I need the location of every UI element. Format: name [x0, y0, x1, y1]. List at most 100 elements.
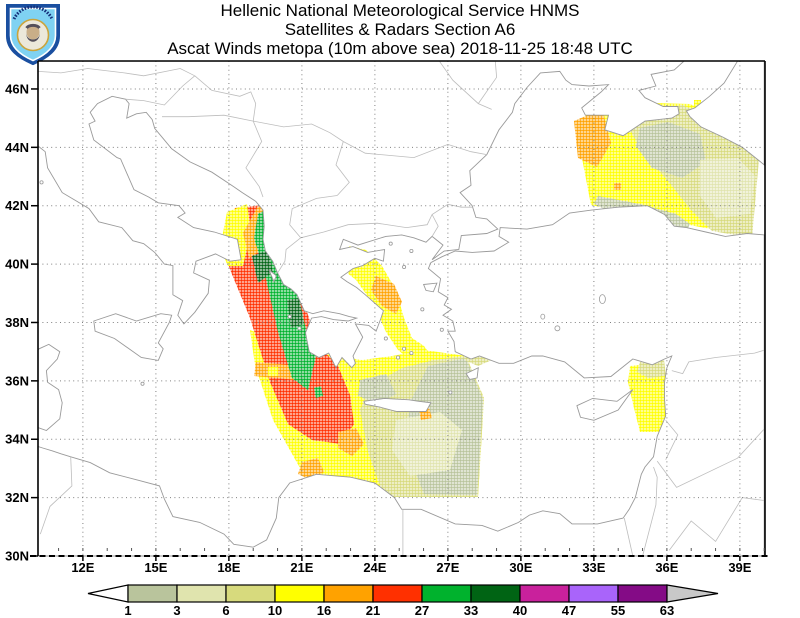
border-line-16	[656, 457, 738, 488]
lat-label-44N: 44N	[5, 140, 29, 155]
island-sicily	[93, 313, 173, 361]
swath-blacksea-sage	[636, 122, 706, 178]
island-speck-11	[448, 390, 453, 395]
swath-levant-khaki	[637, 360, 666, 378]
island-speck-5	[388, 241, 393, 246]
lat-label-38N: 38N	[5, 315, 29, 330]
island-crete	[363, 397, 432, 412]
colorbar-label-3: 3	[173, 603, 180, 618]
lakes	[540, 294, 606, 332]
border-line-20	[668, 497, 765, 551]
swath-ionian-darkgreen-1	[252, 250, 273, 283]
lat-label-46N: 46N	[5, 81, 29, 96]
header-titles: Hellenic National Meteorological Service…	[0, 1, 800, 58]
border-line-3	[162, 114, 254, 122]
lon-label-36E: 36E	[655, 560, 678, 575]
colorbar-right-arrow	[666, 584, 719, 603]
island-speck-9	[409, 351, 414, 356]
saint-beard-icon	[26, 32, 40, 42]
swath-ionian-sage-blob	[358, 374, 396, 404]
swath-ionian-yellow-dot	[268, 367, 278, 376]
island-speck-4	[402, 265, 407, 270]
swath-blacksea-orange-dot	[614, 183, 621, 190]
lake-2	[540, 313, 546, 320]
border-line-14	[671, 349, 765, 375]
lon-label-21E: 21E	[290, 560, 313, 575]
coast-europe-balkans	[37, 60, 686, 369]
colorbar-label-1: 1	[124, 603, 131, 618]
island-lesbos	[422, 282, 438, 293]
title-line-2: Satellites & Radars Section A6	[284, 20, 516, 39]
swath-ionian-pale-blob	[392, 412, 462, 476]
lat-label-40N: 40N	[5, 257, 29, 272]
border-line-1	[125, 75, 196, 106]
lat-label-32N: 32N	[5, 490, 29, 505]
colorbar-label-63: 63	[660, 603, 674, 618]
border-line-6	[343, 141, 487, 159]
lon-label-15E: 15E	[144, 560, 167, 575]
island-speck-8	[402, 346, 407, 351]
border-line-4	[245, 120, 264, 198]
border-line-18	[642, 466, 658, 557]
coast-tunisia	[37, 343, 63, 432]
border-line-13	[477, 61, 498, 104]
lat-label-42N: 42N	[5, 198, 29, 213]
colorbar-segment-6	[225, 584, 276, 603]
border-line-8	[289, 195, 338, 239]
island-speck-1	[140, 381, 145, 386]
colorbar-segment-40	[519, 584, 570, 603]
lon-label-33E: 33E	[582, 560, 605, 575]
swath-blacksea-pale	[700, 158, 755, 218]
swath-aegean-orange-1	[371, 276, 402, 314]
island-speck-10	[396, 355, 401, 360]
island-cyprus	[576, 389, 634, 421]
lake-0	[599, 294, 606, 305]
border-line-19	[623, 518, 634, 557]
lat-label-36N: 36N	[5, 373, 29, 388]
border-line-10	[300, 203, 473, 239]
lake-1	[554, 325, 561, 332]
colorbar-label-21: 21	[366, 603, 380, 618]
colorbar-segment-33	[470, 584, 521, 603]
colorbar-segment-21	[372, 584, 423, 603]
colorbar-segment-10	[274, 584, 325, 603]
island-speck-3	[439, 327, 444, 332]
border-line-9	[277, 237, 301, 274]
border-line-5	[253, 120, 344, 142]
island-speck-7	[383, 336, 388, 341]
island-speck-2	[420, 307, 425, 312]
colorbar-segment-27	[421, 584, 472, 603]
landmasses	[37, 60, 765, 557]
border-line-7	[335, 141, 350, 196]
colorbar-label-27: 27	[415, 603, 429, 618]
swath-blacksea-orange-corner	[574, 109, 611, 167]
island-rhodes	[465, 366, 479, 380]
lon-label-30E: 30E	[509, 560, 532, 575]
lon-label-39E: 39E	[728, 560, 751, 575]
border-line-22	[39, 456, 73, 535]
hnms-logo	[4, 2, 62, 66]
title-line-3: Ascat Winds metopa (10m above sea) 2018-…	[167, 39, 633, 58]
colorbar-legend: 1 3 6 10 16 21 27 33 40 47 55 63	[87, 584, 719, 618]
island-speck-0	[39, 180, 44, 185]
map-frame	[30, 60, 769, 561]
colorbar-label-55: 55	[611, 603, 625, 618]
colorbar-segment-47	[568, 584, 619, 603]
lon-label-12E: 12E	[71, 560, 94, 575]
colorbar-label-40: 40	[513, 603, 527, 618]
colorbar-segment-55	[617, 584, 668, 603]
lon-label-18E: 18E	[217, 560, 240, 575]
axis-labels: 46N 44N 42N 40N 38N 36N 34N 32N 30N 12E 15E 18E 21E 2…	[5, 81, 752, 575]
colorbar-label-10: 10	[268, 603, 282, 618]
colorbar-label-47: 47	[562, 603, 576, 618]
island-speck-13	[297, 326, 302, 331]
saint-hair-icon	[25, 23, 41, 30]
colorbar-segment-3	[176, 584, 227, 603]
island-speck-6	[409, 248, 414, 253]
country-borders	[37, 60, 765, 557]
swath-levant-yellow	[628, 362, 668, 432]
border-line-15	[737, 428, 765, 459]
island-corfu	[268, 269, 277, 283]
shield-inner-line	[9, 7, 57, 62]
